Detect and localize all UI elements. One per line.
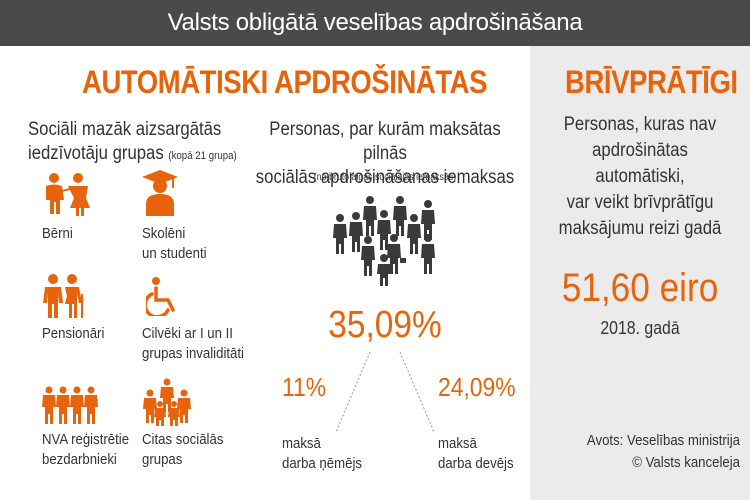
voluntary-amount: 51,60 eiro — [561, 266, 719, 310]
students-label: Skolēni un studenti — [142, 225, 207, 262]
wheelchair-icon — [146, 276, 180, 316]
pensioners-label: Pensionāri — [42, 325, 105, 342]
contributions-note: (no bruto algas sociālajās iemaksās) — [313, 172, 457, 183]
other-social-groups-label: Citas sociālās grupas — [142, 431, 224, 468]
voluntary-panel — [530, 46, 750, 500]
voluntary-description: Personas, kuras nav apdrošinātas automāt… — [558, 114, 722, 239]
disability-label: Cilvēki ar I un II grupas invaliditāti — [142, 325, 244, 362]
employer-pct: 24,09% — [438, 372, 516, 402]
automatic-title: AUTOMĀTISKI APDROŠINĀTAS — [82, 64, 488, 100]
unemployed-icon — [42, 386, 98, 424]
employee-pct: 11% — [282, 372, 327, 402]
employee-label: maksā darba ņēmējs — [282, 435, 362, 472]
children-label: Bērni — [42, 225, 73, 242]
total-contribution-pct: 35,09% — [328, 304, 442, 346]
header-title: Valsts obligātā veselības apdrošināšana — [167, 9, 583, 36]
pensioners-icon — [42, 274, 84, 318]
crowd-icon — [328, 196, 443, 286]
voluntary-year: 2018. gadā — [600, 318, 680, 338]
children-icon — [42, 172, 94, 216]
social-groups-icon — [142, 378, 192, 426]
voluntary-title: BRĪVPRĀTĪGI — [565, 64, 738, 100]
contributions-title: Personas, par kurām maksātas pilnās soci… — [255, 119, 515, 188]
source-credit: Avots: Veselības ministrija © Valsts kan… — [586, 432, 740, 471]
student-icon — [142, 170, 178, 216]
page-header: Valsts obligātā veselības apdrošināšana — [0, 0, 750, 46]
groups-title: Sociāli mazāk aizsargātās iedzīvotāju gr… — [28, 119, 237, 164]
unemployed-label: NVA reģistrētie bezdarbnieki — [42, 431, 130, 468]
groups-count-note: (kopā 21 grupa) — [168, 150, 237, 162]
employer-label: maksā darba devējs — [438, 435, 514, 472]
split-lines — [335, 351, 435, 433]
